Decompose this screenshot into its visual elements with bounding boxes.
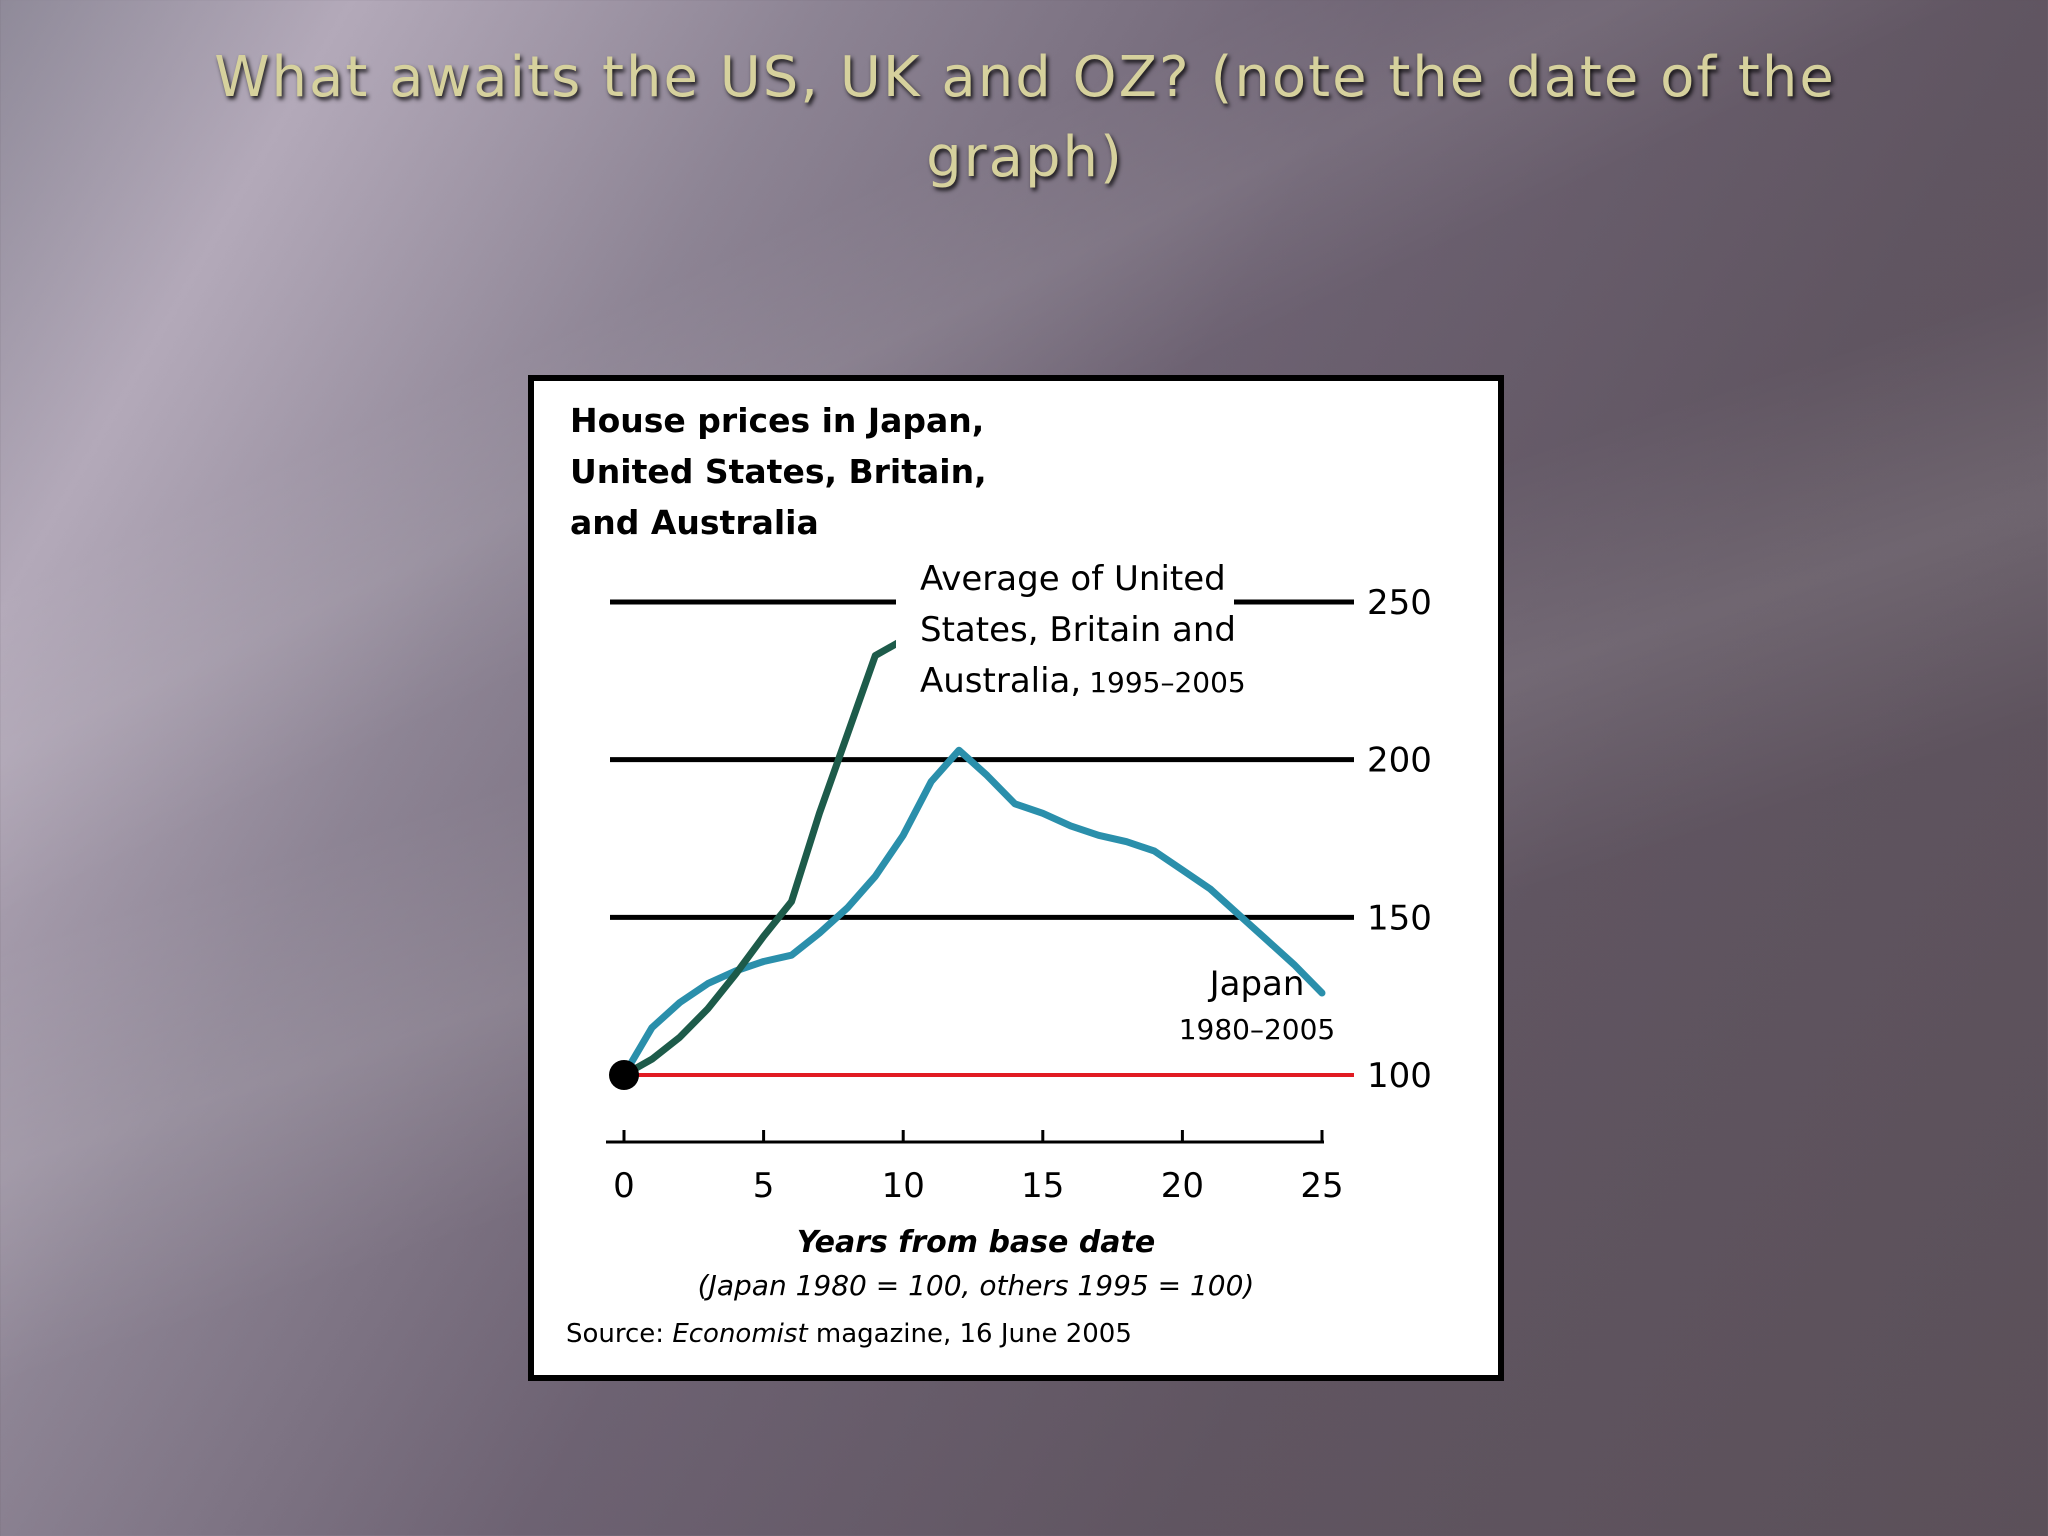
y-tick-label-150: 150 [1367,898,1432,938]
us-uk-oz-label-line-2: States, Britain and [920,610,1236,650]
us-uk-oz-label-country: Australia, [920,661,1081,701]
y-tick-label-200: 200 [1367,741,1432,781]
x-axis-label: Years from base date [797,1225,1155,1260]
series-layer [609,636,1326,1090]
japan-label: Japan [1208,964,1305,1004]
chart-svg: House prices in Japan, United States, Br… [566,401,1432,1349]
x-axis-note: (Japan 1980 = 100, others 1995 = 100) [698,1269,1255,1302]
base-point-marker [609,1060,639,1090]
japan-label-years: 1980–2005 [1179,1013,1336,1046]
y-tick-label-250: 250 [1367,583,1432,623]
x-tick-label-5: 5 [753,1166,775,1206]
us-uk-oz-line [620,636,907,1079]
x-axis: 0 5 10 15 20 25 [606,1130,1344,1206]
x-tick-label-0: 0 [613,1166,635,1206]
chart-title-line-1: House prices in Japan, [570,401,984,440]
us-uk-oz-label-years: 1995–2005 [1089,666,1246,699]
us-uk-oz-label-line-3: Australia, 1995–2005 [920,661,1246,701]
chart-panel: House prices in Japan, United States, Br… [528,375,1504,1381]
source-publication: Economist [672,1319,808,1349]
y-tick-label-100: 100 [1367,1056,1432,1096]
slide-title: What awaits the US, UK and OZ? (note the… [214,45,1836,190]
chart-title-line-3: and Australia [570,503,819,542]
chart-title-line-2: United States, Britain, [570,452,987,491]
y-axis-ticks: 100 150 200 250 [1367,583,1432,1096]
us-uk-oz-label-line-1: Average of United [920,559,1226,599]
x-tick-label-25: 25 [1300,1166,1343,1206]
x-tick-label-20: 20 [1161,1166,1204,1206]
x-tick-label-15: 15 [1021,1166,1064,1206]
source-suffix: magazine, 16 June 2005 [808,1319,1132,1349]
x-tick-label-10: 10 [882,1166,925,1206]
source-prefix: Source: [566,1319,672,1349]
us-uk-oz-label-backdrop [896,541,1234,709]
source-note: Source: Economist magazine, 16 June 2005 [566,1319,1132,1349]
